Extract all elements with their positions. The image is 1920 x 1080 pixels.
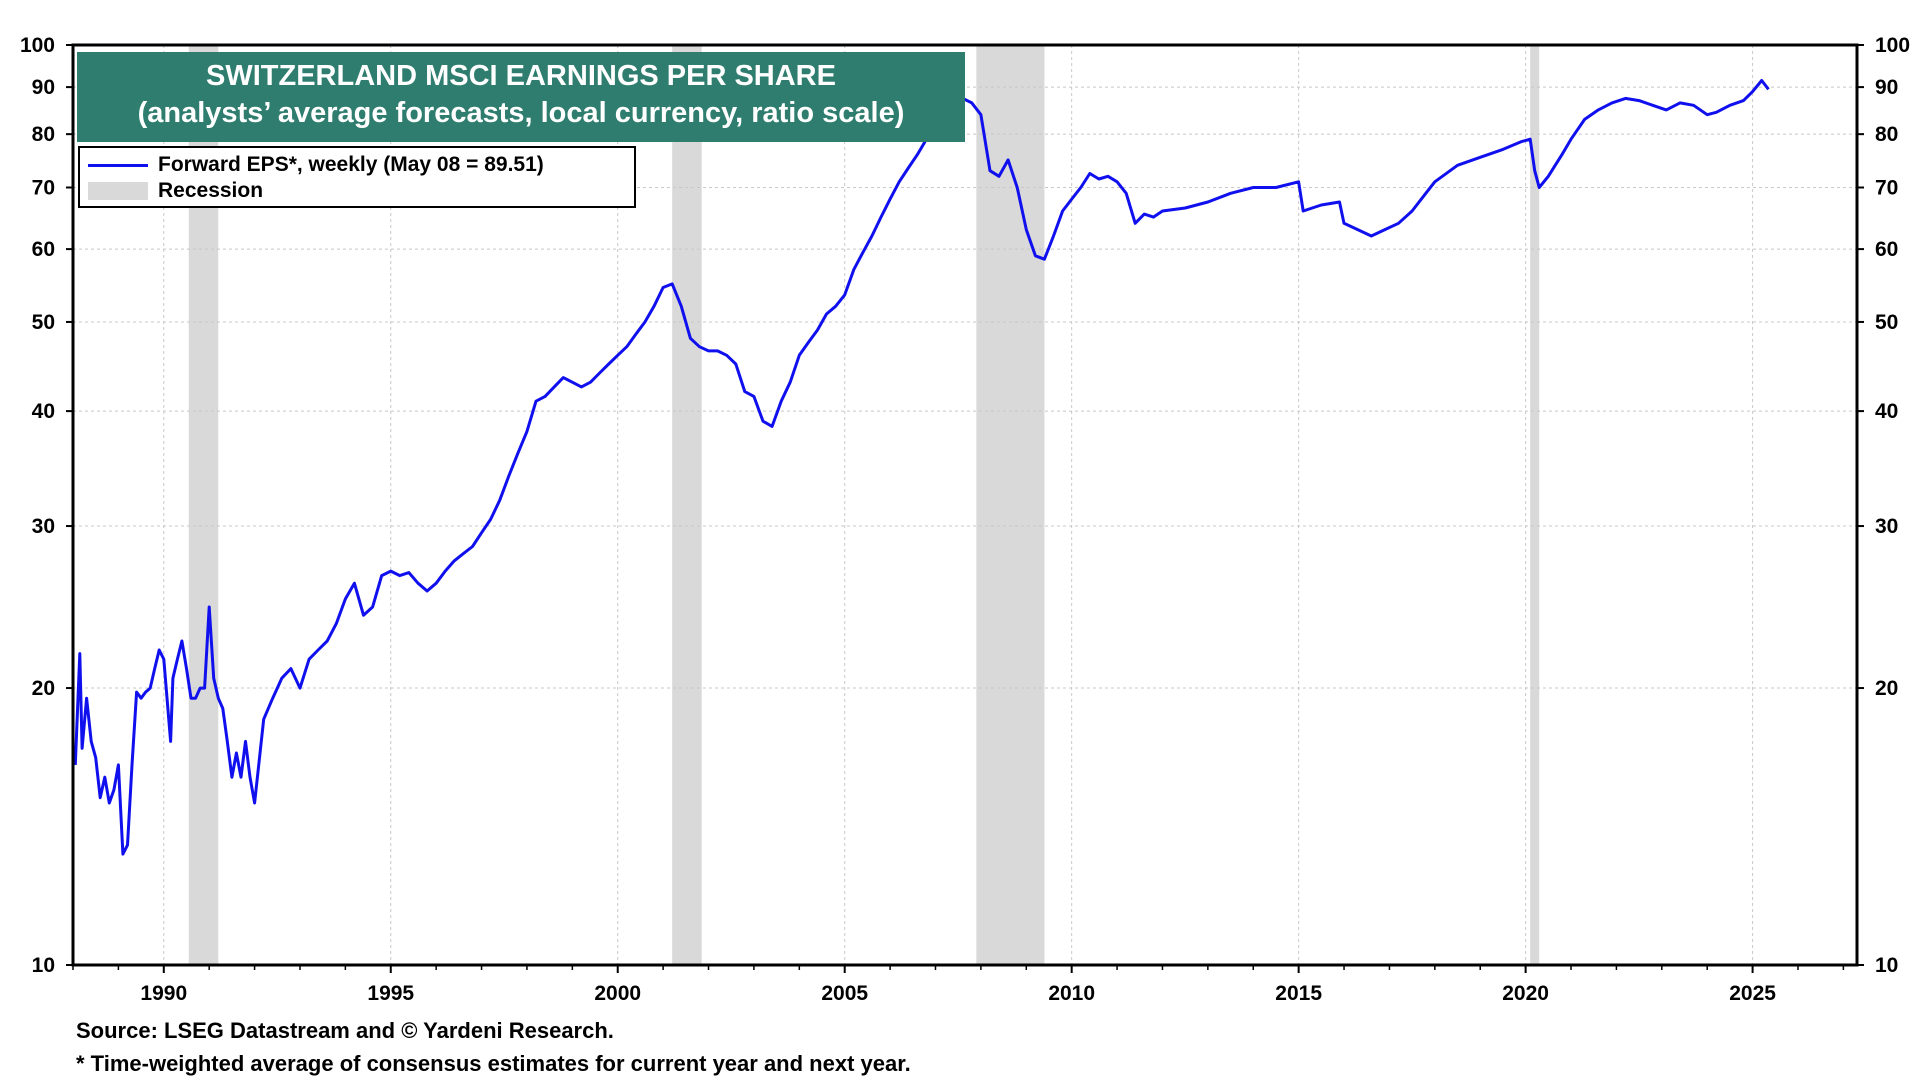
x-tick-label: 1995 xyxy=(367,982,414,1005)
x-tick-label: 2010 xyxy=(1048,982,1095,1005)
recession-band-3 xyxy=(976,45,1045,965)
y-tick-label-left: 10 xyxy=(32,954,55,977)
x-tick-label: 2020 xyxy=(1502,982,1549,1005)
y-tick-label-right: 70 xyxy=(1875,177,1898,200)
legend-line-swatch xyxy=(88,163,148,167)
y-tick-label-left: 90 xyxy=(32,76,55,99)
legend-item-forward-eps: Forward EPS*, weekly (May 08 = 89.51) xyxy=(88,152,544,178)
y-tick-label-right: 60 xyxy=(1875,238,1898,261)
recession-band-2 xyxy=(672,45,702,965)
legend-item-recession: Recession xyxy=(88,178,263,204)
chart-title-box: SWITZERLAND MSCI EARNINGS PER SHARE (ana… xyxy=(77,52,965,142)
recession-band-4 xyxy=(1530,45,1540,965)
series-forward-eps xyxy=(73,79,1770,856)
y-tick-label-right: 30 xyxy=(1875,515,1898,538)
y-tick-label-left: 60 xyxy=(32,238,55,261)
legend-label-forward-eps: Forward EPS*, weekly (May 08 = 89.51) xyxy=(158,153,544,176)
y-tick-label-left: 30 xyxy=(32,515,55,538)
legend: Forward EPS*, weekly (May 08 = 89.51) Re… xyxy=(78,146,636,208)
y-tick-label-left: 100 xyxy=(20,34,55,57)
y-tick-label-left: 40 xyxy=(32,400,55,423)
footnote: * Time-weighted average of consensus est… xyxy=(76,1051,911,1076)
chart-title: SWITZERLAND MSCI EARNINGS PER SHARE xyxy=(206,60,836,92)
chart-subtitle: (analysts’ average forecasts, local curr… xyxy=(137,97,905,129)
plot-frame xyxy=(71,43,1859,967)
x-tick-label: 2005 xyxy=(821,982,868,1005)
y-tick-label-left: 20 xyxy=(32,677,55,700)
series-line-1 xyxy=(73,79,1770,856)
x-tick-label: 2000 xyxy=(594,982,641,1005)
source-note: Source: LSEG Datastream and © Yardeni Re… xyxy=(76,1018,614,1043)
x-tick-label: 1990 xyxy=(140,982,187,1005)
x-tick-label: 2015 xyxy=(1275,982,1322,1005)
y-tick-label-right: 40 xyxy=(1875,400,1898,423)
y-tick-label-left: 70 xyxy=(32,177,55,200)
y-tick-label-right: 50 xyxy=(1875,311,1898,334)
y-tick-label-left: 80 xyxy=(32,123,55,146)
y-tick-label-left: 50 xyxy=(32,311,55,334)
x-tick-label: 2025 xyxy=(1729,982,1776,1005)
legend-label-recession: Recession xyxy=(158,179,264,202)
y-tick-label-right: 80 xyxy=(1875,123,1898,146)
y-tick-label-right: 20 xyxy=(1875,677,1898,700)
y-tick-label-right: 100 xyxy=(1875,34,1910,57)
y-tick-label-right: 10 xyxy=(1875,954,1898,977)
legend-recession-swatch xyxy=(88,182,148,200)
y-tick-label-right: 90 xyxy=(1875,76,1898,99)
